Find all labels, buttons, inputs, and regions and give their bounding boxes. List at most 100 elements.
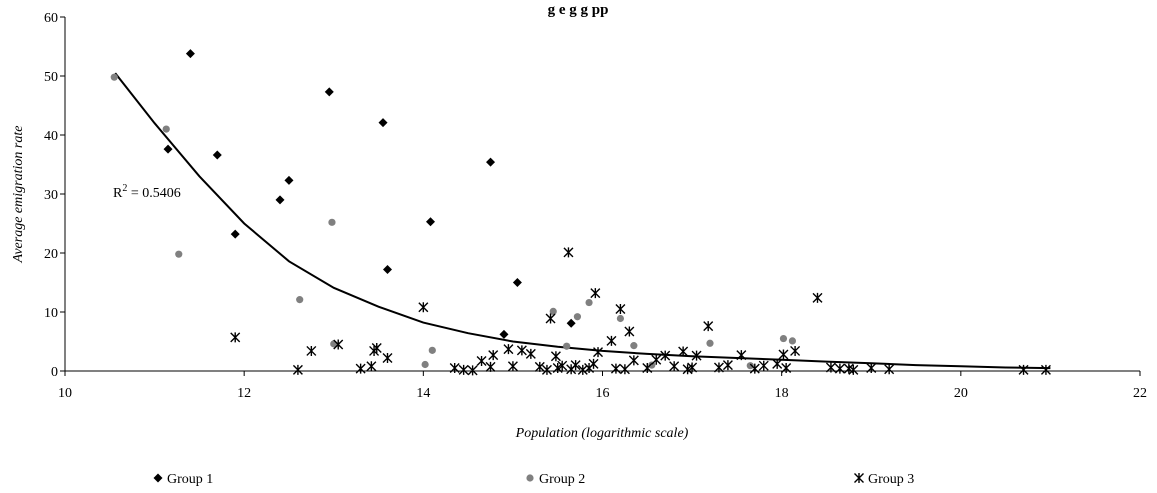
data-point-group-3	[713, 362, 724, 373]
data-point-group-3	[1040, 364, 1051, 375]
data-point-group-3	[485, 361, 496, 372]
legend-marker-star	[854, 473, 864, 483]
data-point-group-2	[616, 314, 625, 323]
data-point-group-3	[772, 358, 783, 369]
data-point-group-3	[812, 292, 823, 303]
data-point-group-3	[588, 358, 599, 369]
data-point-group-3	[550, 351, 561, 362]
data-point-group-3	[355, 363, 366, 374]
data-point-group-3	[590, 288, 601, 299]
data-point-group-2	[779, 334, 788, 343]
x-tick-label: 16	[596, 386, 610, 401]
data-point-group-3	[230, 332, 241, 343]
data-point-group-2	[421, 360, 429, 369]
data-point-group-1	[212, 150, 222, 160]
data-point-group-3	[619, 364, 630, 375]
data-point-group-3	[382, 353, 393, 364]
data-point-group-3	[593, 347, 604, 358]
x-tick-label: 20	[954, 386, 968, 401]
data-point-group-2	[328, 218, 336, 226]
data-point-group-3	[722, 360, 733, 371]
data-point-group-3	[642, 363, 653, 374]
data-point-group-3	[758, 360, 769, 371]
data-point-group-3	[749, 363, 760, 374]
data-point-group-1	[275, 195, 285, 205]
data-point-group-3	[516, 345, 527, 356]
data-point-group-2	[175, 250, 183, 258]
x-axis-label: Population (logarithmic scale)	[515, 426, 689, 441]
data-point-group-2	[110, 73, 118, 81]
data-point-group-3	[651, 354, 662, 365]
data-point-group-3	[292, 364, 303, 375]
data-point-group-1	[230, 229, 240, 239]
data-point-group-2	[563, 342, 571, 350]
data-point-group-3	[488, 350, 499, 361]
data-point-group-3	[624, 326, 635, 337]
data-point-group-1	[512, 278, 522, 287]
y-axis-label: Average emigration rate	[11, 126, 26, 264]
data-point-group-2	[549, 307, 557, 316]
data-point-group-3	[503, 344, 514, 355]
r-squared-annotation: R2 = 0.5406	[113, 183, 181, 201]
y-tick-label: 30	[44, 188, 58, 203]
data-point-group-1	[284, 175, 294, 185]
data-point-group-2	[428, 346, 436, 354]
data-point-group-3	[790, 345, 801, 356]
y-tick-label: 50	[44, 70, 58, 85]
x-tick-label: 22	[1133, 386, 1147, 401]
data-point-group-3	[781, 363, 792, 374]
data-point-group-2	[585, 298, 593, 307]
data-point-group-3	[418, 302, 429, 313]
data-point-group-3	[371, 342, 382, 353]
data-point-group-3	[467, 365, 478, 376]
legend-label: Group 3	[868, 472, 914, 487]
data-point-group-3	[778, 349, 789, 360]
legend-item-group-3: Group 3	[854, 472, 914, 487]
chart-title: g e g g pp	[548, 2, 609, 18]
data-point-group-2	[788, 337, 797, 345]
y-axis-ticks: 0 10 20 30 40 50 60	[44, 11, 65, 380]
data-point-group-3	[534, 361, 545, 372]
data-point-group-3	[366, 361, 377, 372]
data-point-group-3	[507, 361, 518, 372]
data-point-group-3	[333, 339, 344, 350]
data-point-group-3	[669, 361, 680, 372]
x-axis-ticks: 10 12 14 16 18 20 22	[58, 371, 1147, 401]
data-point-group-2	[630, 342, 638, 350]
x-tick-label: 14	[416, 386, 430, 401]
data-point-group-3	[476, 355, 487, 366]
data-point-group-3	[825, 362, 836, 373]
trendline	[114, 72, 1051, 370]
data-point-group-3	[691, 350, 702, 361]
data-point-group-3	[660, 350, 671, 361]
x-tick-label: 12	[237, 386, 251, 401]
data-point-group-3	[570, 360, 581, 371]
data-point-group-1	[486, 157, 496, 167]
legend-item-group-2: Group 2	[526, 472, 585, 487]
data-point-group-3	[557, 360, 568, 371]
legend-item-group-1: Group 1	[153, 472, 213, 487]
data-point-group-3	[449, 363, 460, 374]
data-point-group-3	[736, 350, 747, 361]
legend-label: Group 1	[167, 472, 213, 487]
x-tick-label: 10	[58, 386, 72, 401]
data-point-group-2	[746, 362, 754, 370]
data-point-group-3	[610, 363, 621, 374]
data-point-group-3	[678, 346, 689, 357]
y-tick-label: 60	[44, 11, 58, 26]
y-tick-label: 20	[44, 247, 58, 262]
data-point-group-3	[541, 364, 552, 375]
data-point-group-3	[848, 364, 859, 375]
legend-label: Group 2	[539, 472, 585, 487]
data-points	[110, 49, 1051, 376]
data-point-group-2	[162, 125, 170, 133]
data-point-group-2	[706, 339, 714, 347]
data-point-group-3	[615, 304, 626, 315]
legend-marker-circle	[526, 474, 534, 482]
data-point-group-3	[687, 362, 698, 373]
data-point-group-3	[525, 348, 536, 359]
data-point-group-3	[628, 355, 639, 366]
data-point-group-3	[545, 313, 556, 324]
legend: Group 1 Group 2 Group 3	[153, 472, 914, 487]
